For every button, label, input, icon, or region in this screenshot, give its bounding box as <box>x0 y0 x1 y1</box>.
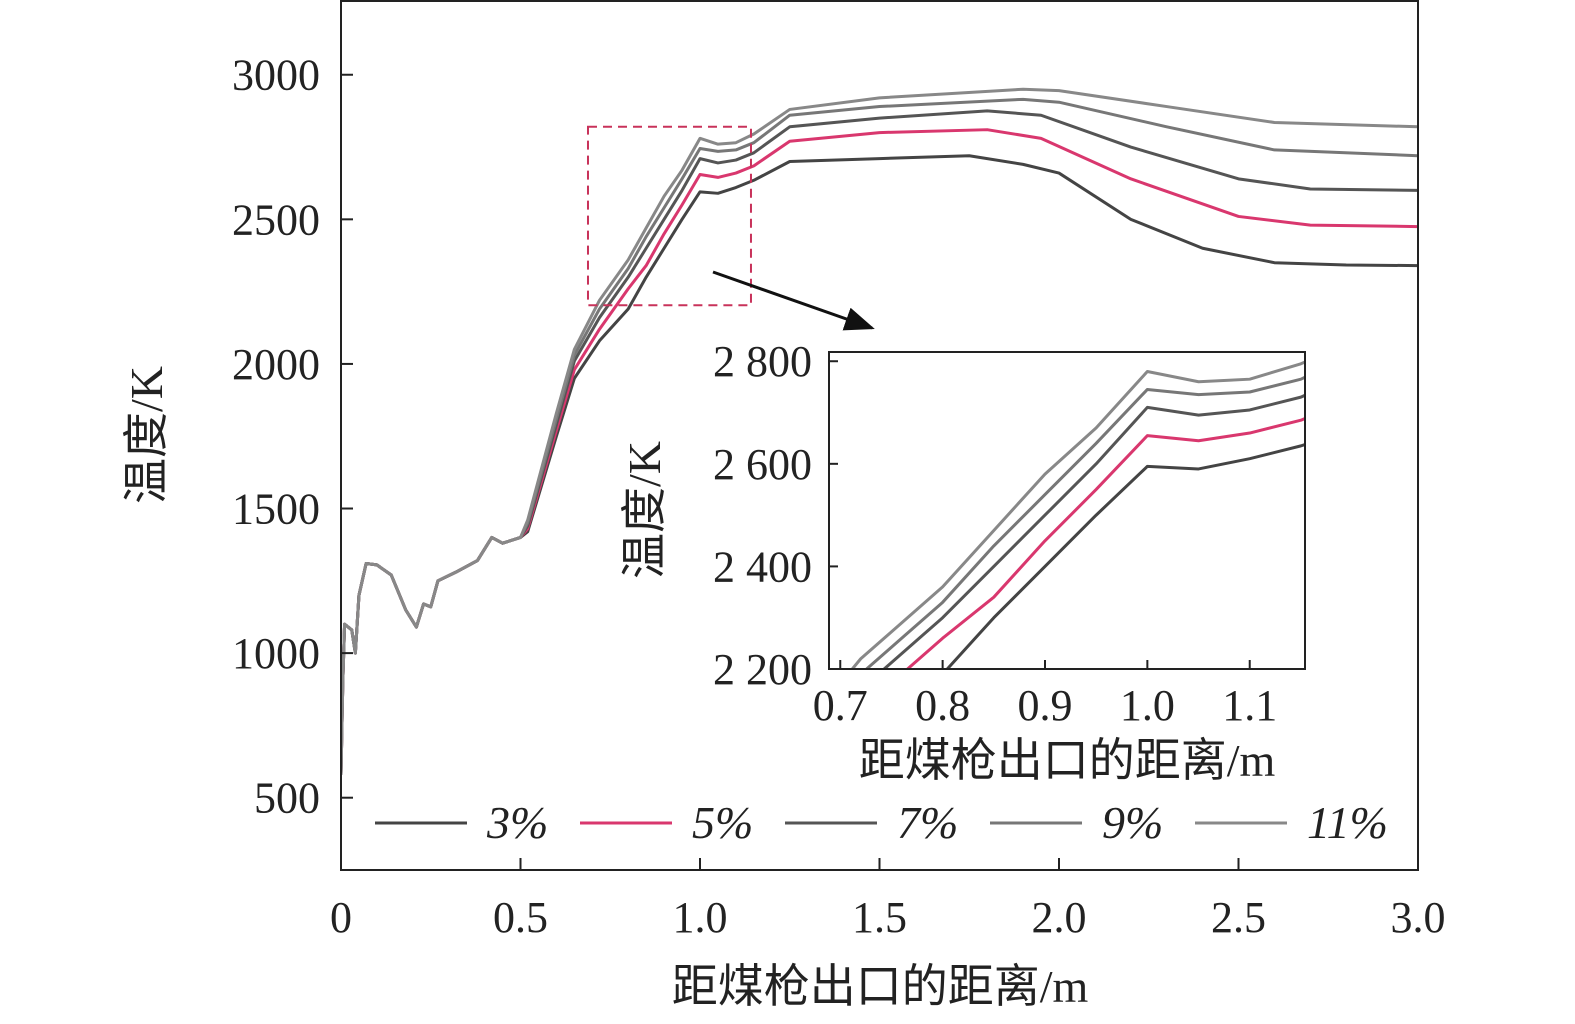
inset-series-line-11% <box>851 360 1305 669</box>
inset-series-line-5% <box>906 417 1305 669</box>
inset-y-tick-label: 2 600 <box>713 440 812 489</box>
inset-series-line-9% <box>865 375 1305 669</box>
x-tick-label: 0.5 <box>493 893 548 942</box>
y-tick-label: 500 <box>254 774 320 823</box>
inset-background <box>829 352 1305 669</box>
x-tick-label: 1.0 <box>673 893 728 942</box>
x-tick-label: 1.5 <box>852 893 907 942</box>
inset-series-line-3% <box>946 443 1305 669</box>
inset-x-tick-label: 1.0 <box>1120 681 1175 730</box>
series-line-11% <box>341 87 1418 775</box>
legend: 3% 5% 7% 9% 11% <box>375 797 1388 848</box>
y-tick-label: 1500 <box>232 485 320 534</box>
inset-y-tick-label: 2 200 <box>713 645 812 694</box>
legend-label: 3% <box>486 797 548 848</box>
legend-label: 7% <box>897 797 958 848</box>
x-tick-label: 3.0 <box>1391 893 1446 942</box>
inset-x-axis-label: 距煤枪出口的距离/m <box>859 735 1276 786</box>
inset-axes: 0.7 0.8 0.9 1.0 1.1 2 200 2 400 2 600 2 800 <box>713 337 1277 730</box>
inset-x-tick-label: 0.9 <box>1017 681 1072 730</box>
inset-y-tick-label: 2 800 <box>713 337 812 386</box>
inset-y-axis-label: 温度/K <box>619 441 670 579</box>
y-tick-label: 1000 <box>232 629 320 678</box>
inset-series-line-7% <box>883 393 1305 669</box>
main-y-axis-label: 温度/K <box>121 366 172 504</box>
main-series-group <box>341 87 1418 775</box>
zoom-arrow <box>712 270 875 331</box>
inset-x-tick-label: 1.1 <box>1222 681 1277 730</box>
inset-x-tick-label: 0.8 <box>915 681 970 730</box>
y-tick-label: 2500 <box>232 195 320 244</box>
main-x-axis-label: 距煤枪出口的距离/m <box>672 961 1089 1012</box>
inset-plot-frame <box>828 351 1306 670</box>
x-tick-label: 0 <box>330 893 352 942</box>
x-tick-label: 2.5 <box>1211 893 1266 942</box>
zoom-region-box <box>586 125 752 307</box>
inset-series-group <box>851 360 1305 669</box>
legend-label: 5% <box>692 797 753 848</box>
inset-x-tick-label: 0.7 <box>813 681 868 730</box>
y-tick-label: 3000 <box>232 51 320 100</box>
x-tick-label: 2.0 <box>1032 893 1087 942</box>
legend-label: 9% <box>1102 797 1163 848</box>
y-tick-label: 2000 <box>232 340 320 389</box>
main-axes: 0 0.5 1.0 1.5 2.0 2.5 3.0 500 1000 1500 2000 2500 30… <box>232 51 1446 942</box>
inset-y-tick-label: 2 400 <box>713 542 812 591</box>
legend-label: 11% <box>1307 797 1388 848</box>
